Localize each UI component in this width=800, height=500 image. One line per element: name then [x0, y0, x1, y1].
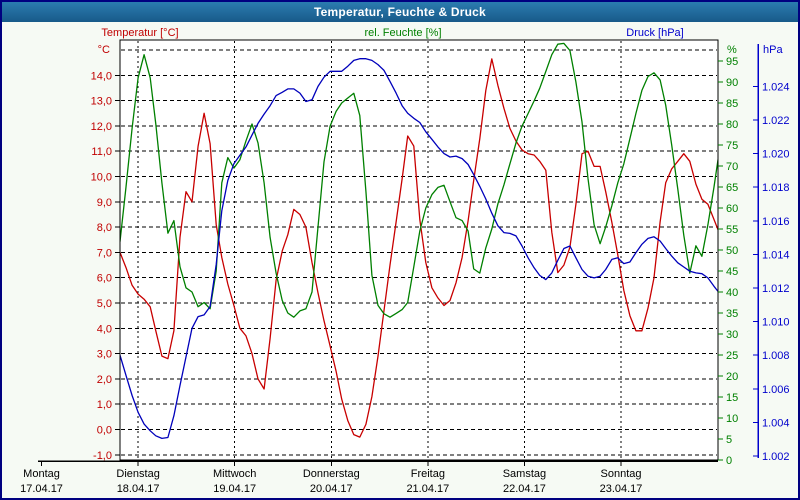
svg-text:9,0: 9,0 [97, 197, 112, 209]
svg-text:1.024: 1.024 [762, 81, 790, 93]
svg-text:3,0: 3,0 [97, 349, 112, 361]
svg-text:Freitag: Freitag [411, 468, 445, 480]
svg-text:17.04.17: 17.04.17 [20, 483, 63, 495]
svg-text:Dienstag: Dienstag [116, 468, 159, 480]
svg-text:30: 30 [726, 329, 738, 341]
weather-chart: -1,0 0,0 1,0 2,0 3,0 4,0 5,0 6,0 7,0 8,0 9,0 10,0 11… [20, 27, 790, 495]
svg-text:14,0: 14,0 [91, 70, 112, 82]
svg-text:10,0: 10,0 [91, 172, 112, 184]
svg-text:20.04.17: 20.04.17 [310, 483, 353, 495]
series-pressure-line [120, 58, 718, 440]
svg-text:2,0: 2,0 [97, 374, 112, 386]
svg-text:8,0: 8,0 [97, 222, 112, 234]
svg-text:60: 60 [726, 203, 738, 215]
svg-text:1.004: 1.004 [762, 417, 790, 429]
svg-text:12,0: 12,0 [91, 121, 112, 133]
svg-text:5: 5 [726, 434, 732, 446]
svg-text:1.018: 1.018 [762, 182, 790, 194]
svg-text:75: 75 [726, 140, 738, 152]
series-temperature-line [120, 58, 718, 438]
svg-text:80: 80 [726, 119, 738, 131]
svg-text:55: 55 [726, 224, 738, 236]
svg-text:50: 50 [726, 245, 738, 257]
series-humidity-line [120, 42, 718, 318]
temperature-axis-title: Temperatur [°C] [101, 27, 178, 39]
svg-text:1.008: 1.008 [762, 350, 790, 362]
svg-text:22.04.17: 22.04.17 [503, 483, 546, 495]
window-title: Temperatur, Feuchte & Druck [314, 5, 486, 19]
svg-text:21.04.17: 21.04.17 [406, 483, 449, 495]
humidity-axis-labels: 0 5 10 15 20 25 30 35 40 45 50 55 60 65 70 75 80 85 90 95% [718, 44, 738, 467]
svg-text:Montag: Montag [23, 468, 60, 480]
svg-text:Donnerstag: Donnerstag [303, 468, 360, 480]
svg-text:1.006: 1.006 [762, 384, 790, 396]
svg-text:95: 95 [726, 56, 738, 68]
svg-text:23.04.17: 23.04.17 [600, 483, 643, 495]
svg-text:20: 20 [726, 371, 738, 383]
svg-text:90: 90 [726, 77, 738, 89]
svg-text:19.04.17: 19.04.17 [213, 483, 256, 495]
svg-text:1.016: 1.016 [762, 216, 790, 228]
axis-titles: Temperatur [°C] rel. Feuchte [%] Druck [hP… [101, 27, 683, 39]
temperature-axis-labels: -1,0 0,0 1,0 2,0 3,0 4,0 5,0 6,0 7,0 8,0 9,0 10,0 11… [91, 44, 120, 462]
pressure-unit-label: hPa [763, 44, 783, 56]
humidity-axis-title: rel. Feuchte [%] [364, 27, 441, 39]
svg-text:7,0: 7,0 [97, 247, 112, 259]
svg-text:1.012: 1.012 [762, 283, 790, 295]
svg-text:45: 45 [726, 266, 738, 278]
svg-text:13,0: 13,0 [91, 96, 112, 108]
svg-text:11,0: 11,0 [91, 146, 112, 158]
svg-text:35: 35 [726, 308, 738, 320]
plot-area [120, 40, 718, 460]
svg-text:Samstag: Samstag [503, 468, 546, 480]
title-bar: Temperatur, Feuchte & Druck [2, 2, 798, 22]
svg-text:0,0: 0,0 [97, 425, 112, 437]
svg-text:6,0: 6,0 [97, 273, 112, 285]
temperature-unit-label: °C [98, 44, 110, 56]
x-axis-labels: Montag 17.04.17 Dienstag 18.04.17 Mittwoch 19… [20, 460, 718, 495]
svg-text:18.04.17: 18.04.17 [117, 483, 160, 495]
svg-text:4,0: 4,0 [97, 323, 112, 335]
pressure-axis-labels: 1.002 1.004 1.006 1.008 1.010 1.012 1.014 1.016… [753, 44, 790, 463]
svg-text:1,0: 1,0 [97, 399, 112, 411]
svg-text:5,0: 5,0 [97, 298, 112, 310]
svg-text:1.014: 1.014 [762, 249, 790, 261]
svg-text:10: 10 [726, 413, 738, 425]
svg-text:25: 25 [726, 350, 738, 362]
svg-text:85: 85 [726, 98, 738, 110]
svg-text:1.010: 1.010 [762, 317, 790, 329]
svg-text:0: 0 [726, 455, 732, 467]
svg-text:Mittwoch: Mittwoch [213, 468, 256, 480]
svg-text:15: 15 [726, 392, 738, 404]
svg-text:40: 40 [726, 287, 738, 299]
pressure-axis-title: Druck [hPa] [626, 27, 683, 39]
svg-text:1.020: 1.020 [762, 149, 790, 161]
svg-text:-1,0: -1,0 [93, 450, 112, 462]
humidity-unit-label: % [727, 44, 737, 56]
svg-text:65: 65 [726, 182, 738, 194]
svg-text:1.022: 1.022 [762, 115, 790, 127]
svg-text:1.002: 1.002 [762, 451, 790, 463]
svg-text:70: 70 [726, 161, 738, 173]
svg-text:Sonntag: Sonntag [601, 468, 642, 480]
